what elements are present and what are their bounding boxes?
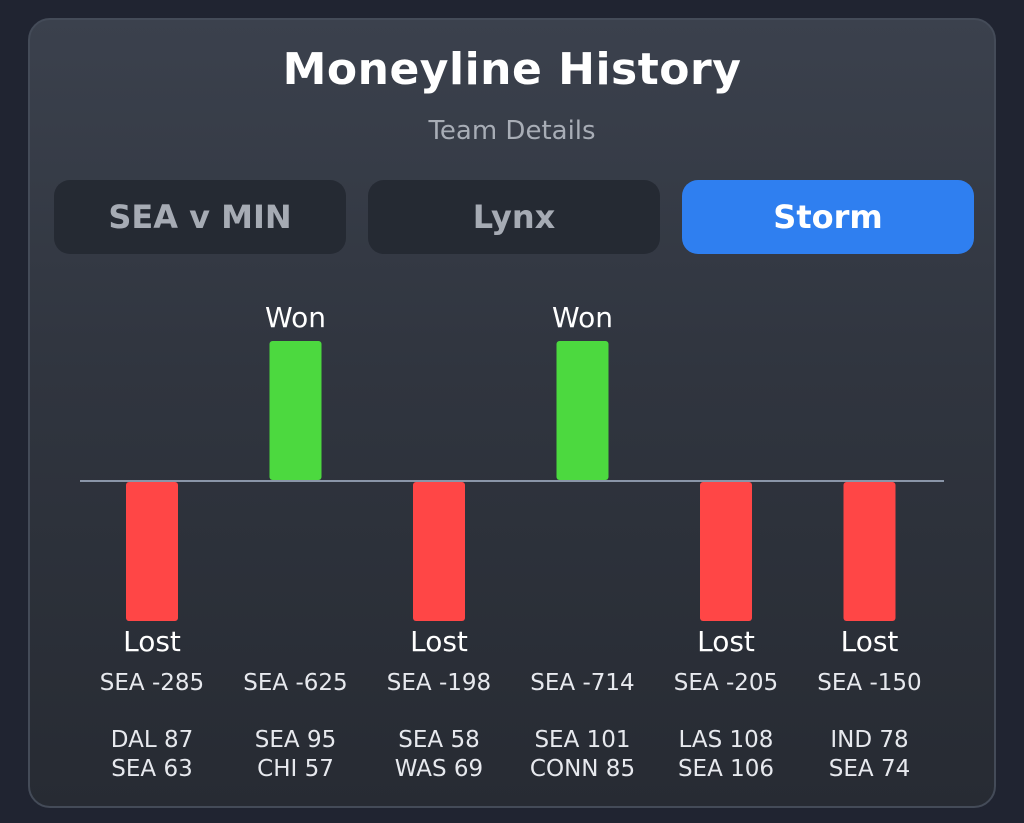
result-label: Lost [841, 625, 899, 658]
tab-matchup[interactable]: SEA v MIN [54, 180, 346, 254]
won-bar [556, 341, 609, 480]
lost-bar [413, 482, 465, 621]
page-title: Moneyline History [282, 44, 742, 95]
result-label: Won [265, 301, 326, 334]
result-label: Won [552, 301, 613, 334]
moneyline-label: SEA -285 [100, 670, 204, 696]
moneyline-label: SEA -205 [674, 670, 778, 696]
score-line-2: SEA 106 [678, 756, 774, 782]
lost-bar [843, 482, 896, 621]
lost-bar [700, 482, 752, 621]
won-bar [269, 341, 322, 480]
result-label: Lost [410, 625, 468, 658]
score-line-2: CHI 57 [257, 756, 334, 782]
score-line-1: SEA 101 [534, 727, 630, 753]
moneyline-label: SEA -714 [530, 670, 634, 696]
tab-lynx[interactable]: Lynx [368, 180, 660, 254]
tab-storm[interactable]: Storm [682, 180, 974, 254]
lost-bar [126, 482, 178, 621]
score-line-2: CONN 85 [530, 756, 635, 782]
page-subtitle: Team Details [428, 116, 596, 146]
score-line-2: SEA 63 [111, 756, 192, 782]
result-label: Lost [697, 625, 755, 658]
moneyline-label: SEA -150 [817, 670, 921, 696]
result-label: Lost [123, 625, 181, 658]
score-line-1: LAS 108 [679, 727, 774, 753]
score-line-2: WAS 69 [395, 756, 483, 782]
score-line-1: IND 78 [830, 727, 908, 753]
score-line-1: DAL 87 [111, 727, 193, 753]
tab-bar: SEA v MIN Lynx Storm [54, 180, 974, 254]
moneyline-label: SEA -198 [387, 670, 491, 696]
score-line-2: SEA 74 [829, 756, 910, 782]
score-line-1: SEA 95 [255, 727, 336, 753]
moneyline-card: Moneyline History Team Details SEA v MIN… [28, 18, 996, 808]
score-line-1: SEA 58 [398, 727, 479, 753]
moneyline-label: SEA -625 [243, 670, 347, 696]
